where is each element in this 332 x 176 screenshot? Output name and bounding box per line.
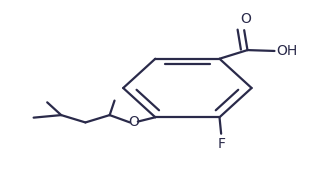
Text: OH: OH <box>276 44 297 58</box>
Text: O: O <box>240 12 251 26</box>
Text: O: O <box>128 115 139 130</box>
Text: F: F <box>217 137 225 151</box>
